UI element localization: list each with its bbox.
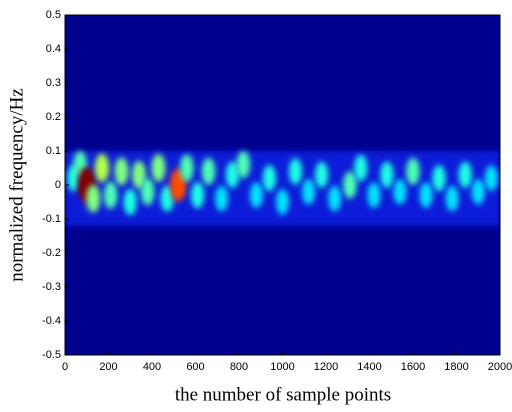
x-tick-label: 200 [99, 361, 117, 373]
heat-spot [471, 179, 485, 205]
x-tick-label: 1400 [357, 361, 381, 373]
heat-spot [225, 161, 240, 188]
y-tick-label: -0.2 [42, 247, 61, 259]
heat-spot [354, 154, 368, 182]
y-tick-label: 0.3 [46, 77, 61, 89]
heat-spot [367, 182, 381, 208]
heat-spot [180, 154, 194, 182]
heat-spot [380, 161, 394, 188]
heat-spot [250, 182, 263, 208]
heat-spot [191, 182, 205, 209]
y-tick-label: 0.1 [46, 145, 61, 157]
y-tick-label: 0.4 [46, 43, 61, 55]
heat-spot [458, 161, 472, 188]
y-tick-label: -0.1 [42, 213, 61, 225]
heat-spot [160, 185, 174, 212]
heatmap-layer [65, 151, 500, 226]
heat-spot [123, 188, 137, 216]
x-tick-label: 1000 [270, 361, 294, 373]
heat-spot [94, 153, 110, 183]
heat-spot [86, 184, 101, 213]
heat-spot [103, 181, 118, 209]
heat-spot [432, 165, 446, 192]
heat-spot [393, 179, 407, 205]
y-tick-label: 0 [55, 179, 61, 191]
x-tick-label: 1200 [314, 361, 338, 373]
x-tick-label: 600 [186, 361, 204, 373]
y-tick-label: -0.5 [42, 349, 61, 361]
x-tick-label: 400 [143, 361, 161, 373]
y-axis-title: normalized frequency/Hz [6, 88, 27, 282]
heat-spot [328, 185, 342, 212]
y-tick-label: 0.5 [46, 9, 61, 21]
x-tick-label: 800 [230, 361, 248, 373]
heat-spot [131, 160, 146, 189]
heat-spot [262, 165, 277, 192]
heat-spot [151, 154, 166, 182]
heat-spot [236, 151, 251, 179]
heat-spot [302, 179, 315, 205]
heat-spot [215, 185, 229, 212]
heat-spot [276, 189, 289, 215]
heat-spot [445, 185, 459, 212]
y-tick-label: -0.3 [42, 281, 61, 293]
x-tick-label: 1800 [444, 361, 468, 373]
heat-spot [406, 157, 420, 185]
x-tick-label: 0 [62, 361, 68, 373]
y-tick-label: 0.2 [46, 111, 61, 123]
heat-spot [201, 157, 216, 185]
heat-spot [343, 171, 357, 199]
heat-spot [484, 165, 498, 191]
x-tick-label: 1600 [401, 361, 425, 373]
x-tick-label: 2000 [488, 361, 512, 373]
heat-spot [419, 182, 433, 208]
y-tick-label: -0.4 [42, 315, 61, 327]
heat-spot [140, 178, 155, 206]
x-axis-title: the number of sample points [175, 384, 391, 405]
heat-spot [114, 157, 129, 186]
heat-spot [315, 161, 329, 188]
heat-spot [288, 158, 303, 185]
